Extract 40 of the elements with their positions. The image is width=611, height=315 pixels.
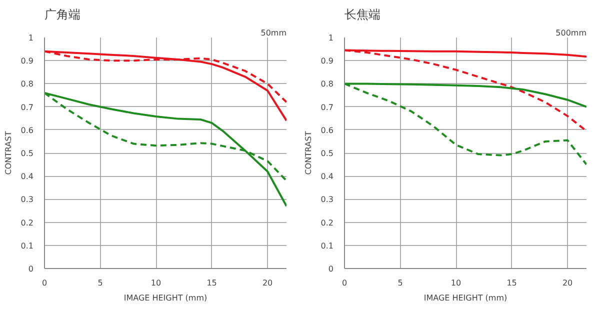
x-tick-label: 15 [206,278,217,288]
x-tick-label: 0 [342,278,348,288]
y-tick-label: 0.7 [320,102,334,112]
annotation: 500mm [556,28,587,38]
x-axis-title: IMAGE HEIGHT (mm) [124,294,208,302]
y-axis-title: CONTRAST [4,131,13,175]
y-tick-label: 0.6 [320,126,334,135]
y-tick-label: 1 [328,34,334,42]
y-tick-label: 0 [328,264,334,274]
x-tick-label: 20 [262,278,273,288]
y-tick-label: 0.4 [20,172,34,182]
x-tick-label: 10 [150,278,162,288]
y-tick-label: 0.5 [320,149,334,158]
x-tick-label: 20 [562,278,573,288]
y-tick-label: 0.5 [20,149,34,158]
y-tick-label: 0.8 [20,80,34,89]
annotation: 50mm [260,28,287,38]
chart-title: 长焦端 [344,8,380,22]
x-tick-label: 10 [450,278,462,288]
y-tick-label: 0.3 [20,195,34,204]
x-tick-label: 5 [98,278,103,288]
y-tick-label: 1 [28,34,34,42]
x-axis-title: IMAGE HEIGHT (mm) [424,294,508,302]
y-tick-label: 0.8 [320,80,334,89]
chart-title: 广角端 [44,8,80,22]
y-tick-label: 0.9 [20,56,34,66]
y-tick-label: 0.2 [320,218,334,228]
y-tick-label: 0.1 [20,241,34,250]
y-tick-label: 0.6 [20,126,34,135]
y-tick-label: 0.1 [320,241,334,250]
y-tick-label: 0 [28,264,34,274]
x-tick-label: 15 [506,278,517,288]
x-tick-label: 5 [398,278,403,288]
y-tick-label: 0.7 [20,102,34,112]
y-axis-title: CONTRAST [304,131,313,175]
y-tick-label: 0.3 [320,195,334,204]
y-tick-label: 0.9 [320,56,334,66]
x-tick-label: 0 [42,278,48,288]
y-tick-label: 0.2 [20,218,34,228]
y-tick-label: 0.4 [320,172,334,182]
